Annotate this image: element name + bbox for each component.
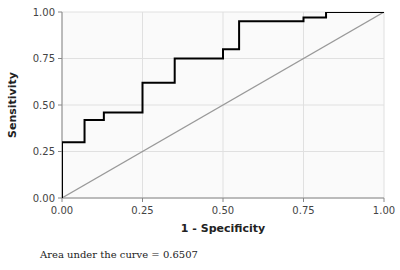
grid-line — [62, 198, 384, 199]
tick-label: 0.75 — [292, 205, 314, 216]
tick-mark — [58, 198, 62, 199]
tick-label: 0.25 — [33, 146, 55, 157]
tick-label: 0.50 — [33, 100, 55, 111]
axes: 0.00 0.25 0.50 0.75 1.00 0.00 0.25 0.50 0.75 1.00 — [33, 7, 395, 217]
tick-mark — [142, 198, 143, 202]
tick-mark — [303, 198, 304, 202]
tick-mark — [58, 58, 62, 59]
tick-label: 0.25 — [131, 205, 153, 216]
grid-line — [62, 151, 384, 152]
tick-mark — [58, 105, 62, 106]
tick-mark — [62, 198, 63, 202]
tick-mark — [58, 151, 62, 152]
tick-label: 0.75 — [33, 53, 55, 64]
tick-label: 0.00 — [51, 205, 73, 216]
x-axis-line — [62, 198, 384, 199]
grid — [62, 12, 384, 198]
tick-mark — [58, 12, 62, 13]
tick-label: 1.00 — [373, 205, 395, 216]
tick-label: 0.00 — [33, 193, 55, 204]
tick-mark — [223, 198, 224, 202]
reference-line — [62, 12, 384, 198]
tick-label: 0.50 — [212, 205, 234, 216]
tick-mark — [384, 198, 385, 202]
annotation: Area under the curve = 0.6507 — [39, 249, 198, 260]
roc-curve — [62, 12, 384, 198]
x-axis-label: 1 - Specificity — [181, 222, 265, 235]
marks — [62, 12, 384, 198]
y-axis-label: Sensitivity — [6, 72, 19, 138]
chart: 0.00 0.25 0.50 0.75 1.00 0.00 0.25 0.50 0.75 1.00… — [0, 0, 400, 270]
plot-area — [62, 12, 384, 198]
tick-label: 1.00 — [33, 7, 55, 18]
